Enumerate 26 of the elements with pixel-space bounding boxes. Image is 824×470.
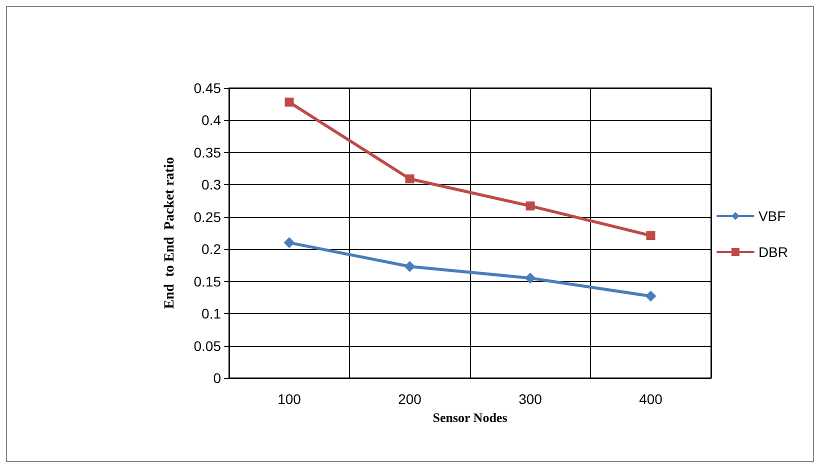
point <box>524 272 536 284</box>
point <box>404 261 416 272</box>
y-tick-label: 0.1 <box>202 306 222 322</box>
point <box>405 174 414 184</box>
point <box>526 201 535 210</box>
y-tick-label: 0.15 <box>194 273 222 290</box>
x-tick-label: 100 <box>278 391 302 407</box>
y-tick-label: 0.3 <box>202 176 222 193</box>
x-tick-label: 400 <box>639 391 663 407</box>
legend-label: DBR <box>758 244 788 260</box>
y-tick-label: 0.4 <box>202 112 222 128</box>
point <box>284 237 295 248</box>
legend-label: VBF <box>758 208 786 224</box>
x-tick-label: 200 <box>398 391 422 407</box>
x-tick-label: 300 <box>518 391 542 407</box>
y-tick-label: 0 <box>213 370 222 386</box>
y-tick-label: 0.35 <box>194 144 222 160</box>
y-tick-label: 0.2 <box>202 241 222 258</box>
y-tick-label: 0.05 <box>194 338 222 354</box>
y-axis-title: End to End Packet ratio <box>162 157 178 309</box>
point <box>646 231 656 240</box>
y-tick-label: 0.45 <box>194 80 222 96</box>
x-axis-title: Sensor Nodes <box>432 410 508 425</box>
y-tick-label: 0.25 <box>194 208 222 225</box>
point <box>284 98 294 107</box>
point <box>645 290 656 302</box>
